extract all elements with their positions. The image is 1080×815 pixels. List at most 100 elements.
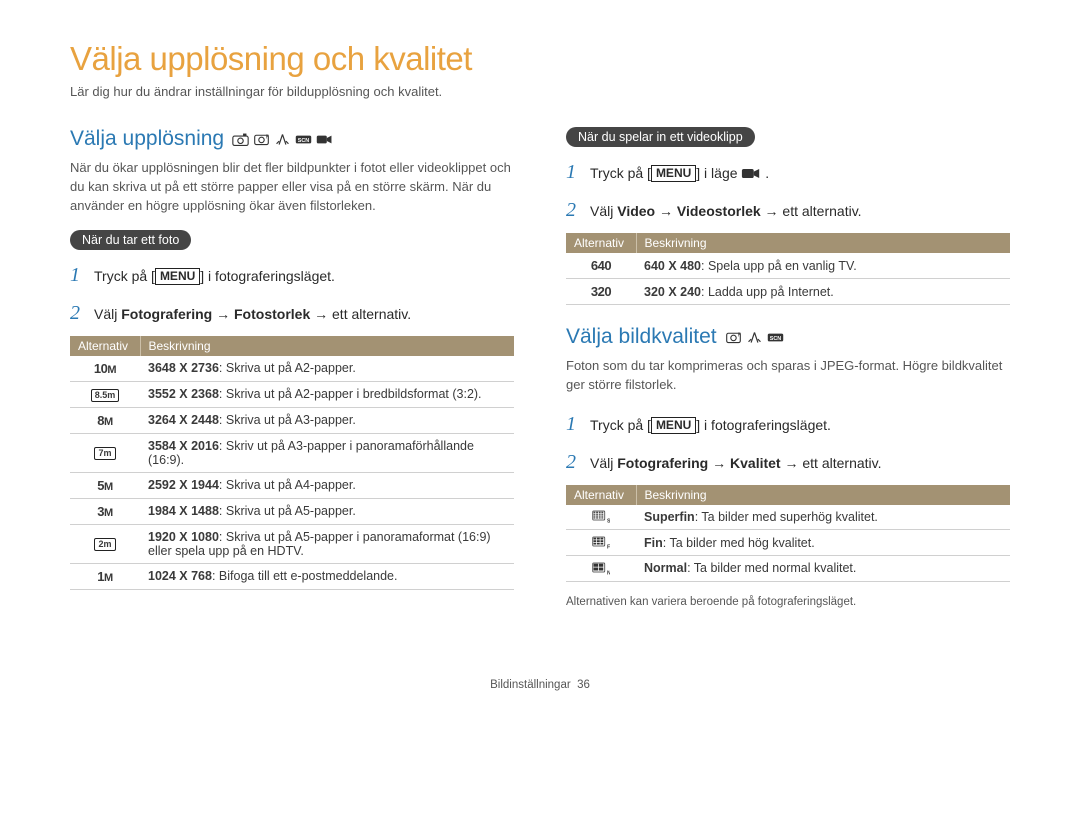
table-row: 1M 1024 X 768: Bifoga till ett e-postmedd… [70,563,514,589]
resolution-wide-icon: 2m [94,538,115,551]
section-quality-heading: Välja bildkvalitet P SCN [566,325,1010,349]
cell-icon: 8M [70,407,140,433]
mode-dual-icon [746,330,763,345]
cell-description: 1920 X 1080: Skriva ut på A5-papper i pa… [140,524,514,563]
step-text-pre: Välj [590,455,617,471]
table-row: 320320 X 240: Ladda upp på Internet. [566,279,1010,305]
step-text-bold: Fotografering → Kvalitet [617,455,780,471]
cell-icon: 320 [566,279,636,305]
page-title: Välja upplösning och kvalitet [70,40,1010,78]
mode-dual-icon [274,132,291,147]
resolution-icon: 3M [97,504,112,519]
table-row: 10M3648 X 2736: Skriva ut på A2-papper. [70,356,514,382]
step-text: Tryck på [MENU] i fotograferingsläget. [94,266,335,287]
quality-table: Alternativ Beskrivning SFSuperfin: Ta bi… [566,485,1010,582]
table-row: NNormal: Ta bilder med normal kvalitet. [566,556,1010,582]
th-alternative: Alternativ [70,336,140,356]
cell-icon: 10M [70,356,140,382]
cell-description: 3584 X 2016: Skriv ut på A3-papper i pan… [140,433,514,472]
mode-scene-icon: SCN [767,330,784,345]
cell-description: 1984 X 1488: Skriva ut på A5-papper. [140,498,514,524]
section-resolution-heading: Välja upplösning P SCN [70,127,514,151]
resolution-icon: 5M [97,478,112,493]
svg-text:P: P [737,332,741,338]
cell-icon: 3M [70,498,140,524]
resolution-intro: När du ökar upplösningen blir det fler b… [70,159,514,216]
resolution-wide-icon: 8.5m [91,389,120,402]
resolution-icon: 8M [97,413,112,428]
footer-section: Bildinställningar [490,679,571,691]
cell-description: 3552 X 2368: Skriva ut på A2-papper i br… [140,381,514,407]
step-text-bold: Fotografering → Fotostorlek [121,306,310,322]
svg-text:SCN: SCN [298,137,309,143]
mode-icons-group: P SCN [725,330,784,345]
video-resolution-table: Alternativ Beskrivning 640640 X 480: Spe… [566,233,1010,305]
step-number: 2 [566,447,580,477]
photo-resolution-table: Alternativ Beskrivning 10M3648 X 2736: S… [70,336,514,590]
step-text-pre: Välj [94,306,121,322]
cell-description: 320 X 240: Ladda upp på Internet. [636,279,1010,305]
step-text: Tryck på [MENU] i läge . [590,163,769,184]
cell-description: Fin: Ta bilder med hög kvalitet. [636,530,1010,556]
photo-pill: När du tar ett foto [70,230,191,250]
step-number: 1 [566,157,580,187]
quality-icon: F [592,536,610,550]
cell-icon: 8.5m [70,381,140,407]
section-resolution-label: Välja upplösning [70,127,224,151]
mode-program-icon: P [725,330,742,345]
cell-icon: 5M [70,472,140,498]
page-footer: Bildinställningar 36 [70,679,1010,691]
table-row: SFSuperfin: Ta bilder med superhög kvali… [566,505,1010,530]
cell-icon: 1M [70,563,140,589]
svg-text:SCN: SCN [769,335,780,341]
quality-step-2: 2 Välj Fotografering → Kvalitet → ett al… [566,447,1010,477]
table-row: 7m3584 X 2016: Skriv ut på A3-papper i p… [70,433,514,472]
photo-step-1: 1 Tryck på [MENU] i fotograferingsläget. [70,260,514,290]
step-text-post: → ett alternativ. [310,306,411,322]
quality-step-1: 1 Tryck på [MENU] i fotograferingsläget. [566,409,1010,439]
step-text-post: ] i fotograferingsläget. [696,417,831,433]
th-description: Beskrivning [140,336,514,356]
video-step-2: 2 Välj Video → Videostorlek → ett altern… [566,195,1010,225]
step-text-post: ] i fotograferingsläget. [200,268,335,284]
step-text-pre: Tryck på [ [94,268,155,284]
step-text-pre: Välj [590,203,617,219]
table-row: F Fin: Ta bilder med hög kvalitet. [566,530,1010,556]
step-text: Välj Fotografering → Kvalitet → ett alte… [590,453,882,474]
step-text: Välj Fotografering → Fotostorlek → ett a… [94,304,411,325]
th-alternative: Alternativ [566,233,636,253]
resolution-icon: 10M [94,361,116,376]
svg-text:P: P [266,134,270,140]
cell-icon: 7m [70,433,140,472]
resolution-icon: 1M [97,569,112,584]
page-subtitle: Lär dig hur du ändrar inställningar för … [70,84,1010,99]
th-description: Beskrivning [636,233,1010,253]
cell-icon: F [566,530,636,556]
cell-icon: SF [566,505,636,530]
cell-icon: N [566,556,636,582]
quality-icon: SF [592,510,610,524]
photo-step-2: 2 Välj Fotografering → Fotostorlek → ett… [70,298,514,328]
mode-movie-icon [316,132,333,147]
step-text-post: ] i läge [696,165,741,181]
table-row: 8.5m 3552 X 2368: Skriva ut på A2-papper … [70,381,514,407]
cell-description: 640 X 480: Spela upp på en vanlig TV. [636,253,1010,279]
mode-smart-icon [232,132,249,147]
table-row: 2m 1920 X 1080: Skriva ut på A5-papper i … [70,524,514,563]
section-quality-label: Välja bildkvalitet [566,325,717,349]
cell-icon: 640 [566,253,636,279]
quality-intro: Foton som du tar komprimeras och sparas … [566,357,1010,395]
svg-text:SF: SF [607,519,610,525]
th-description: Beskrivning [636,485,1010,505]
cell-description: 1024 X 768: Bifoga till ett e-postmeddel… [140,563,514,589]
step-number: 2 [566,195,580,225]
table-row: 5M 2592 X 1944: Skriva ut på A4-papper. [70,472,514,498]
mode-scene-icon: SCN [295,132,312,147]
th-alternative: Alternativ [566,485,636,505]
step-number: 2 [70,298,84,328]
quality-icon: N [592,562,610,576]
step-text: Välj Video → Videostorlek → ett alternat… [590,201,862,222]
quality-footnote: Alternativen kan variera beroende på fot… [566,596,1010,608]
cell-description: 2592 X 1944: Skriva ut på A4-papper. [140,472,514,498]
step-number: 1 [70,260,84,290]
